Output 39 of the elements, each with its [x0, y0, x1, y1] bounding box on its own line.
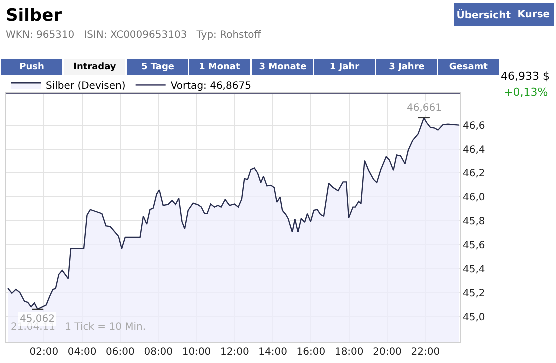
- x-tick-label: 02:00: [30, 347, 59, 358]
- x-tick-label: 10:00: [182, 347, 212, 358]
- x-tick-label: 04:00: [68, 347, 97, 358]
- ref-line-label: Vortag: 46,8675: [170, 81, 252, 92]
- annotation: 46,661: [407, 103, 442, 114]
- annotation: 45,062: [20, 314, 55, 325]
- y-tick-label: 46,0: [463, 192, 486, 204]
- x-tick-label: 06:00: [106, 347, 135, 358]
- chart-subtitle: WKN: 965310 ISIN: XC0009653103 Typ: Rohstoff: [6, 30, 262, 41]
- text: 3 Monate: [259, 62, 307, 72]
- chart-title: Silber: [6, 6, 63, 26]
- text: Intraday: [74, 62, 116, 72]
- text: 1 Jahr: [330, 62, 360, 72]
- x-tick-label: 08:00: [144, 347, 174, 358]
- text: Übersicht: [456, 8, 512, 22]
- x-tick-label: 22:00: [411, 347, 440, 358]
- legend-label: Silber (Devisen): [46, 81, 126, 92]
- text: 1 Monat: [198, 62, 242, 72]
- x-tick-label: 18:00: [334, 347, 364, 358]
- y-tick-label: 45,2: [463, 288, 486, 300]
- x-tick-label: 16:00: [296, 347, 326, 358]
- annotation: 21.04.11 1 Tick = 10 Min.: [11, 322, 146, 333]
- text: 46,933 $: [501, 70, 550, 83]
- y-tick-label: 46,2: [463, 168, 486, 180]
- text: 5 Tage: [142, 62, 174, 72]
- x-tick-label: 12:00: [220, 347, 250, 358]
- text: Kurse: [518, 10, 550, 20]
- y-tick-label: 45,0: [463, 312, 486, 324]
- text: 3 Jahre: [389, 62, 425, 72]
- x-tick-label: 14:00: [258, 347, 288, 358]
- text: Gesamt: [449, 62, 489, 72]
- y-tick-label: 46,6: [463, 120, 486, 132]
- text: +0,13%: [504, 86, 548, 99]
- y-tick-label: 46,4: [463, 144, 486, 156]
- y-tick-label: 45,6: [463, 240, 486, 252]
- y-tick-label: 45,4: [463, 264, 486, 276]
- x-tick-label: 20:00: [373, 347, 402, 358]
- y-tick-label: 45,8: [463, 216, 486, 228]
- text: Push: [20, 62, 44, 72]
